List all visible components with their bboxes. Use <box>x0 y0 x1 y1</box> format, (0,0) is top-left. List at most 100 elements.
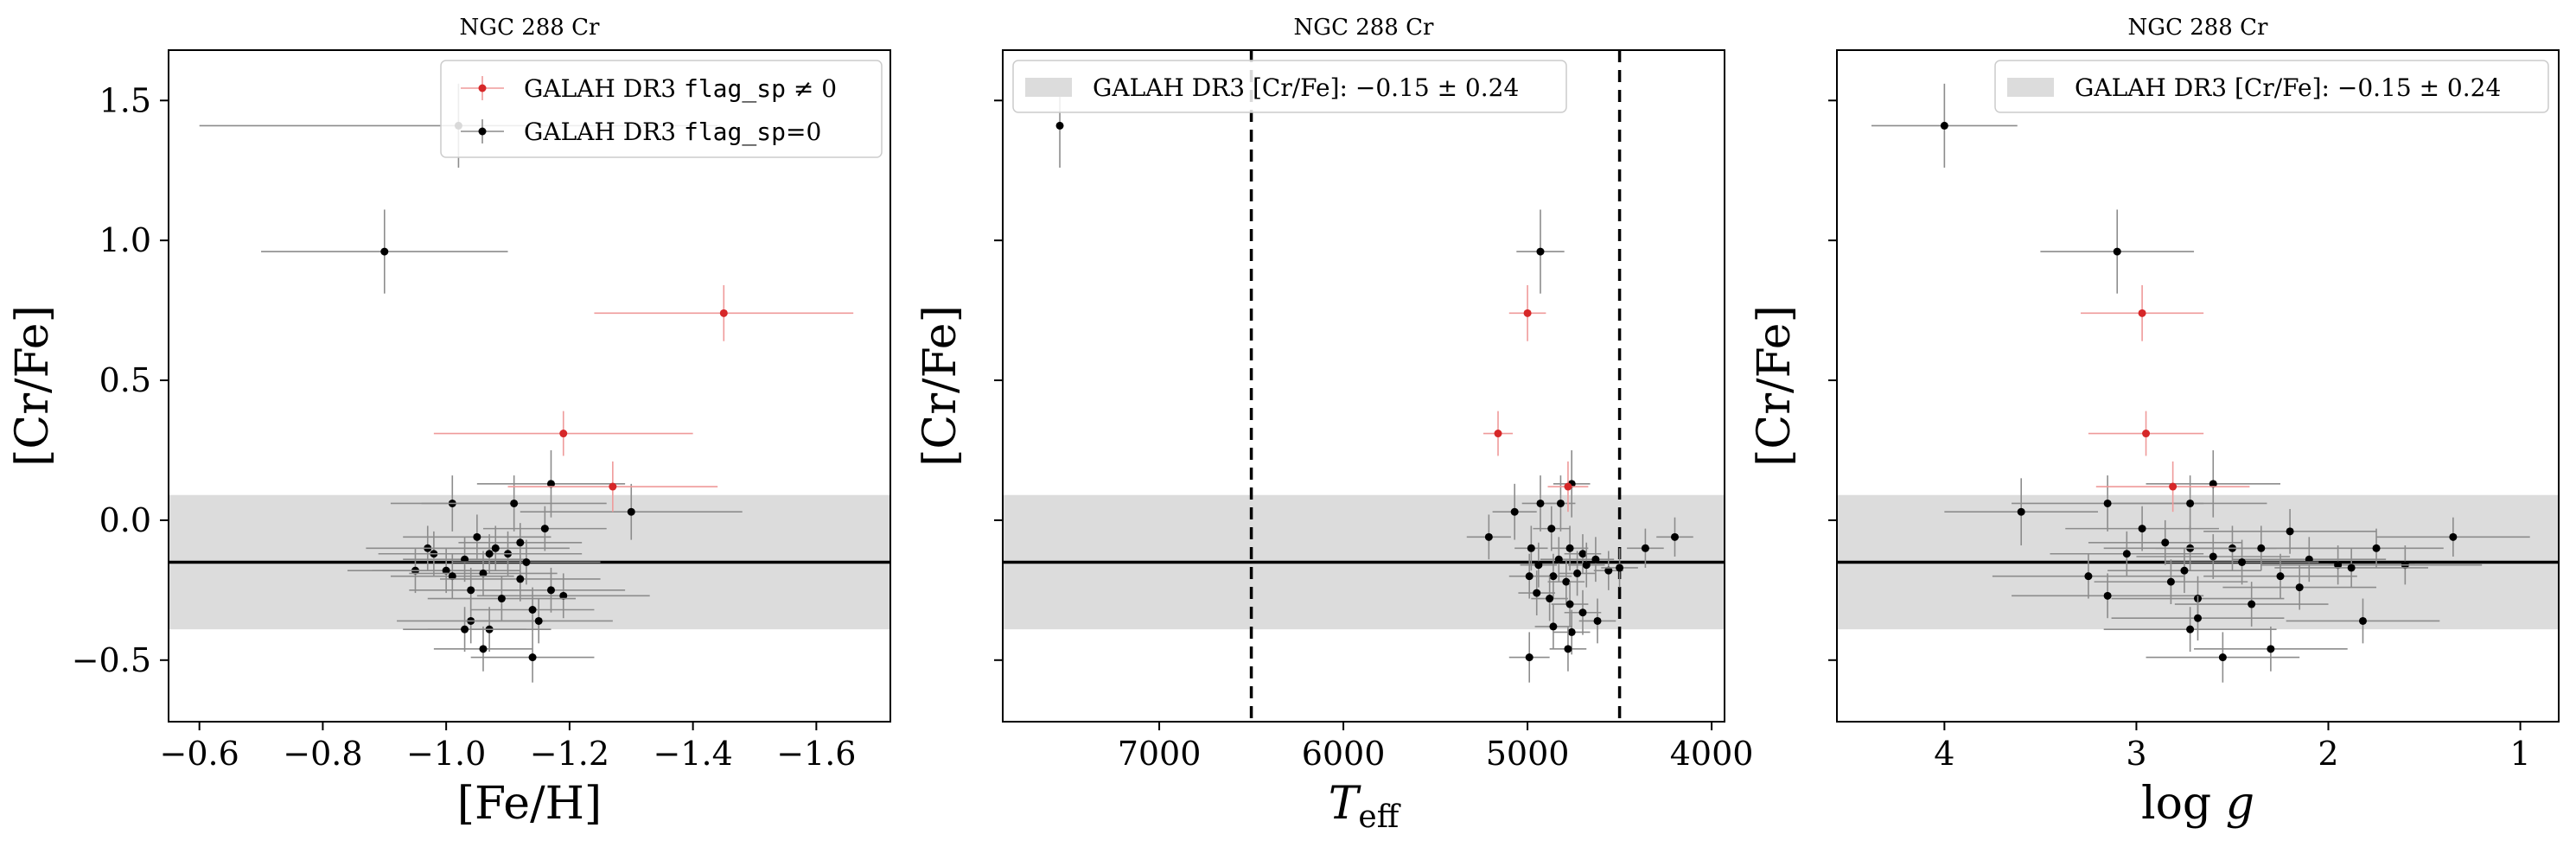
data-point <box>2095 461 2250 513</box>
data-point <box>458 523 583 563</box>
x-axis-label: Teff <box>1329 778 1401 835</box>
data-point <box>2012 573 2204 619</box>
marker <box>1525 572 1533 581</box>
marker <box>1527 544 1535 552</box>
marker <box>2276 572 2285 581</box>
data-point <box>1482 411 1514 456</box>
marker <box>1565 544 1574 552</box>
data-point <box>390 553 514 599</box>
marker <box>461 625 469 634</box>
data-point <box>482 506 607 551</box>
data-point <box>1567 542 1605 588</box>
marker <box>2180 566 2189 575</box>
x-tick-label: 4 <box>1934 735 1954 773</box>
marker <box>1556 499 1565 507</box>
marker <box>2305 555 2313 564</box>
data-point <box>403 537 526 583</box>
y-axis-label: [Cr/Fe] <box>1749 305 1801 467</box>
marker <box>442 566 450 575</box>
x-tick-label: 7000 <box>1118 735 1202 773</box>
marker <box>1562 577 1571 586</box>
data-point <box>2286 598 2440 644</box>
legend: GALAH DR3 [Cr/Fe]: −0.15 ± 0.24 <box>1994 60 2549 113</box>
y-tick-label: 0.5 <box>99 361 151 399</box>
legend-label: GALAH DR3 [Cr/Fe]: −0.15 ± 0.24 <box>1093 73 1519 102</box>
data-point <box>409 551 558 596</box>
legend-band-swatch <box>2007 78 2054 97</box>
data-point <box>1656 517 1693 557</box>
x-tick-label: 1 <box>2509 735 2530 773</box>
data-point <box>440 556 601 602</box>
marker <box>2334 561 2343 570</box>
legend: GALAH DR3 [Cr/Fe]: −0.15 ± 0.24 <box>1012 60 1567 113</box>
x-axis-label: [Fe/H] <box>457 778 602 830</box>
data-point <box>476 573 650 619</box>
marker <box>1604 566 1613 575</box>
data-point <box>415 534 564 574</box>
data-point <box>1508 284 1546 341</box>
marker <box>485 550 494 558</box>
marker <box>2169 482 2177 491</box>
marker <box>528 653 537 662</box>
marker <box>2103 499 2112 507</box>
panel-2: 7000 6000 5000 4000 NGC 288 Cr [Cr/Fe] Teff GAL… <box>915 15 1753 835</box>
axes-frame <box>1836 49 2560 723</box>
legend-band-swatch <box>1025 78 1072 97</box>
data-point <box>1531 576 1568 621</box>
marker <box>2257 544 2266 552</box>
data-point <box>2065 506 2219 551</box>
data-point <box>2146 632 2300 683</box>
marker <box>1670 532 1679 541</box>
legend-label: GALAH DR3 [Cr/Fe]: −0.15 ± 0.24 <box>2075 73 2501 102</box>
x-axis-label: log g <box>2141 778 2254 830</box>
data-point <box>2194 626 2348 672</box>
marker <box>473 532 481 541</box>
marker <box>479 645 488 653</box>
data-point <box>2088 411 2204 456</box>
marker <box>1593 616 1602 625</box>
data-point <box>427 576 577 621</box>
data-point <box>2260 545 2415 585</box>
data-point <box>2094 559 2248 605</box>
marker <box>2161 538 2170 547</box>
marker <box>1533 589 1541 597</box>
marker <box>479 569 488 577</box>
y-tick-label: 1.5 <box>99 81 151 119</box>
marker <box>609 482 617 491</box>
marker <box>1534 561 1543 570</box>
plot-area <box>1003 50 1725 722</box>
data-point <box>1871 83 2018 168</box>
data-point <box>1492 483 1537 540</box>
data-point <box>470 632 595 683</box>
data-point <box>1514 525 1548 571</box>
marker <box>1582 561 1591 570</box>
data-point <box>1516 209 1565 294</box>
marker <box>559 430 568 438</box>
marker <box>2186 625 2195 634</box>
marker <box>1494 430 1502 438</box>
legend-box <box>440 60 883 158</box>
marker <box>1547 525 1556 533</box>
data-point <box>594 284 854 341</box>
data-point <box>2088 519 2242 565</box>
data-point <box>1601 548 1638 588</box>
marker <box>2248 600 2256 608</box>
panel-title: NGC 288 Cr <box>1294 15 1434 41</box>
data-point <box>1559 551 1596 596</box>
marker <box>528 606 537 614</box>
data-point <box>1520 542 1558 588</box>
marker <box>719 309 728 317</box>
panel-title: NGC 288 Cr <box>2128 15 2268 41</box>
data-point <box>1564 589 1602 635</box>
marker <box>1565 600 1574 608</box>
data-point <box>1547 559 1585 605</box>
marker <box>559 591 568 600</box>
marker <box>540 525 549 533</box>
marker <box>2122 550 2131 558</box>
marker <box>1536 499 1545 507</box>
marker <box>2166 577 2175 586</box>
data-point <box>1466 514 1511 560</box>
data-point <box>1508 632 1550 683</box>
data-point <box>2136 534 2291 579</box>
